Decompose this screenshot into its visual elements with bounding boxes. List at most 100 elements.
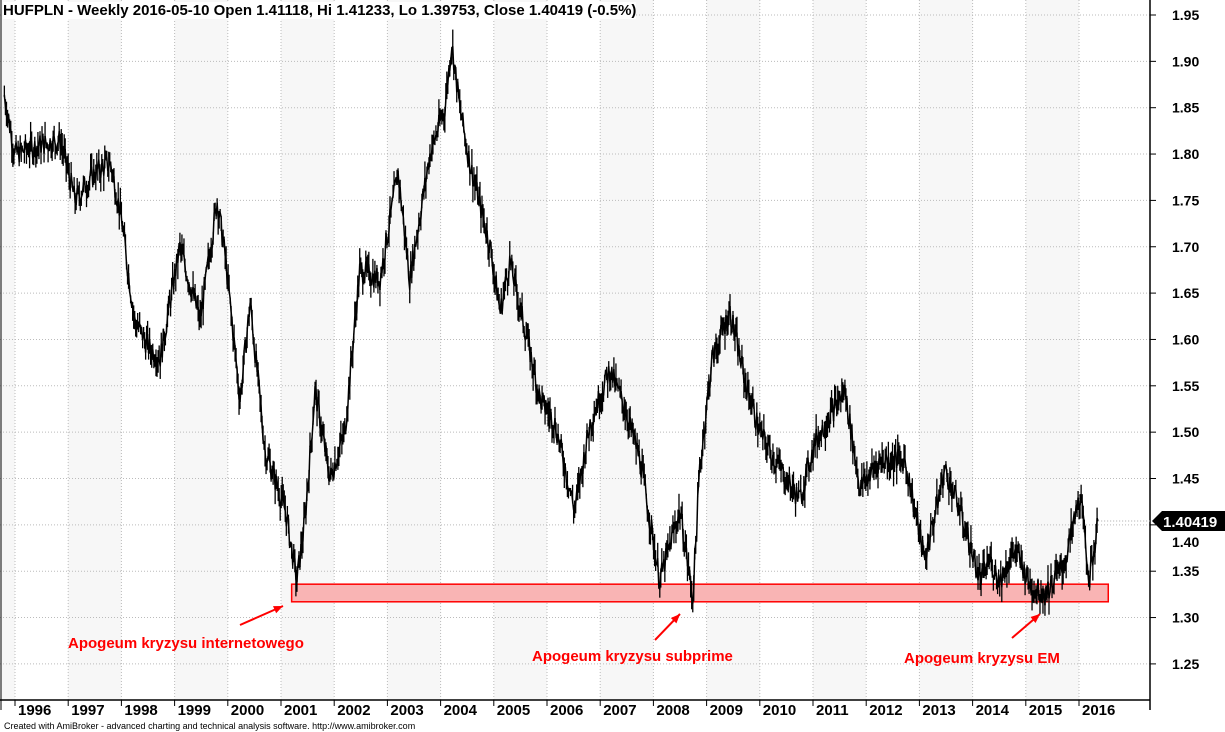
- price-segment: [125, 263, 129, 277]
- price-segment: [351, 352, 354, 358]
- price-segment: [857, 475, 860, 487]
- price-segment: [591, 424, 594, 427]
- price-segment: [1078, 504, 1081, 508]
- price-segment: [318, 405, 321, 429]
- price-segment: [275, 475, 278, 488]
- price-segment: [49, 139, 52, 152]
- price-segment: [269, 462, 272, 480]
- price-segment: [220, 217, 223, 246]
- price-segment: [706, 391, 709, 401]
- price-segment: [399, 187, 402, 207]
- price-segment: [688, 569, 692, 583]
- price-segment: [695, 495, 699, 536]
- price-segment: [339, 436, 342, 446]
- price-segment: [574, 490, 578, 504]
- price-segment: [747, 380, 750, 395]
- price-segment: [65, 165, 68, 168]
- price-segment: [984, 569, 987, 575]
- price-segment: [401, 211, 405, 218]
- price-segment: [664, 548, 667, 572]
- price-segment: [694, 542, 697, 551]
- price-segment: [607, 365, 611, 382]
- price-segment: [871, 463, 874, 466]
- price-segment: [908, 473, 911, 496]
- price-segment: [540, 395, 543, 409]
- price-segment: [822, 433, 825, 436]
- price-segment: [463, 129, 466, 136]
- price-segment: [864, 478, 867, 484]
- price-segment: [231, 321, 234, 342]
- price-segment: [558, 441, 561, 445]
- price-segment: [986, 561, 989, 564]
- price-segment: [106, 156, 109, 172]
- price-segment: [946, 474, 949, 487]
- price-segment: [732, 314, 735, 335]
- price-segment: [219, 212, 222, 218]
- price-segment: [1009, 556, 1012, 561]
- year-band: [281, 0, 335, 700]
- price-segment: [521, 306, 524, 327]
- price-segment: [28, 137, 32, 155]
- price-segment: [70, 172, 73, 185]
- price-segment: [366, 263, 369, 268]
- price-segment: [186, 278, 189, 285]
- price-segment: [501, 295, 505, 312]
- price-segment: [970, 541, 973, 556]
- price-segment: [489, 240, 492, 248]
- price-segment: [957, 510, 960, 513]
- price-segment: [237, 385, 240, 400]
- price-segment: [100, 162, 103, 178]
- price-segment: [163, 337, 167, 342]
- price-segment: [87, 179, 91, 186]
- price-segment: [601, 394, 605, 398]
- price-segment: [709, 373, 712, 389]
- price-segment: [268, 459, 271, 463]
- price-segment: [804, 469, 807, 492]
- price-segment: [473, 180, 476, 185]
- price-segment: [1032, 591, 1035, 597]
- price-segment: [436, 131, 439, 136]
- price-segment: [564, 467, 568, 482]
- price-segment: [133, 316, 137, 324]
- price-segment: [391, 195, 394, 201]
- price-segment: [954, 485, 957, 490]
- price-segment: [792, 482, 796, 492]
- price-segment: [697, 464, 701, 483]
- price-segment: [654, 563, 658, 567]
- price-segment: [593, 413, 596, 417]
- price-segment: [75, 187, 78, 206]
- price-segment: [400, 205, 404, 212]
- price-segment: [357, 263, 361, 287]
- price-segment: [129, 297, 133, 307]
- price-segment: [1084, 541, 1088, 560]
- price-segment: [988, 556, 991, 565]
- price-segment: [166, 300, 170, 316]
- price-segment: [638, 450, 641, 469]
- price-segment: [585, 429, 588, 452]
- price-segment: [277, 490, 280, 501]
- price-segment: [808, 468, 811, 472]
- price-segment: [855, 463, 858, 473]
- price-segment: [81, 183, 85, 195]
- price-segment: [917, 528, 921, 535]
- price-segment: [625, 415, 628, 423]
- price-segment: [656, 558, 660, 586]
- price-segment: [676, 518, 679, 530]
- price-segment: [1008, 560, 1011, 570]
- price-segment: [325, 445, 328, 455]
- price-segment: [40, 140, 43, 153]
- price-segment: [527, 333, 530, 338]
- price-segment: [182, 253, 185, 256]
- price-segment: [444, 99, 447, 117]
- price-segment: [60, 144, 63, 150]
- price-segment: [546, 406, 549, 413]
- price-segment: [911, 489, 915, 512]
- price-segment: [235, 361, 238, 370]
- x-tick-label: 2012: [869, 702, 902, 719]
- price-segment: [29, 137, 33, 143]
- y-tick-label: 1.40: [1172, 534, 1199, 550]
- price-segment: [418, 222, 421, 226]
- price-segment: [579, 469, 582, 486]
- price-segment: [299, 544, 302, 568]
- price-segment: [104, 157, 107, 162]
